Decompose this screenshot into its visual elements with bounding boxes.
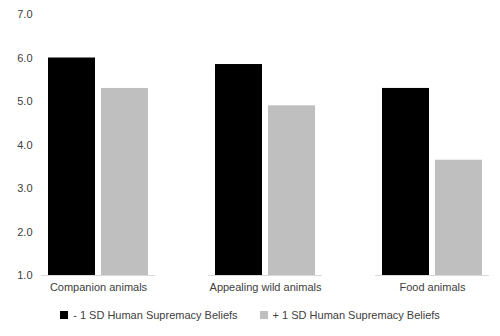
svg-text:3.0: 3.0: [17, 182, 32, 194]
svg-text:4.0: 4.0: [17, 139, 32, 151]
svg-text:5.0: 5.0: [17, 95, 32, 107]
svg-text:Appealing wild animals: Appealing wild animals: [210, 281, 322, 293]
svg-text:2.0: 2.0: [17, 226, 32, 238]
svg-text:7.0: 7.0: [17, 8, 32, 20]
svg-text:Food animals: Food animals: [399, 281, 466, 293]
html-text:+ 1 SD Human Supremacy Beliefs: + 1 SD Human Supremacy Beliefs: [272, 309, 440, 321]
html-text:- 1 SD Human Supremacy Beliefs: - 1 SD Human Supremacy Beliefs: [73, 309, 238, 321]
svg-text:6.0: 6.0: [17, 52, 32, 64]
svg-text:1.0: 1.0: [17, 269, 32, 281]
svg-text:Companion animals: Companion animals: [50, 281, 148, 293]
